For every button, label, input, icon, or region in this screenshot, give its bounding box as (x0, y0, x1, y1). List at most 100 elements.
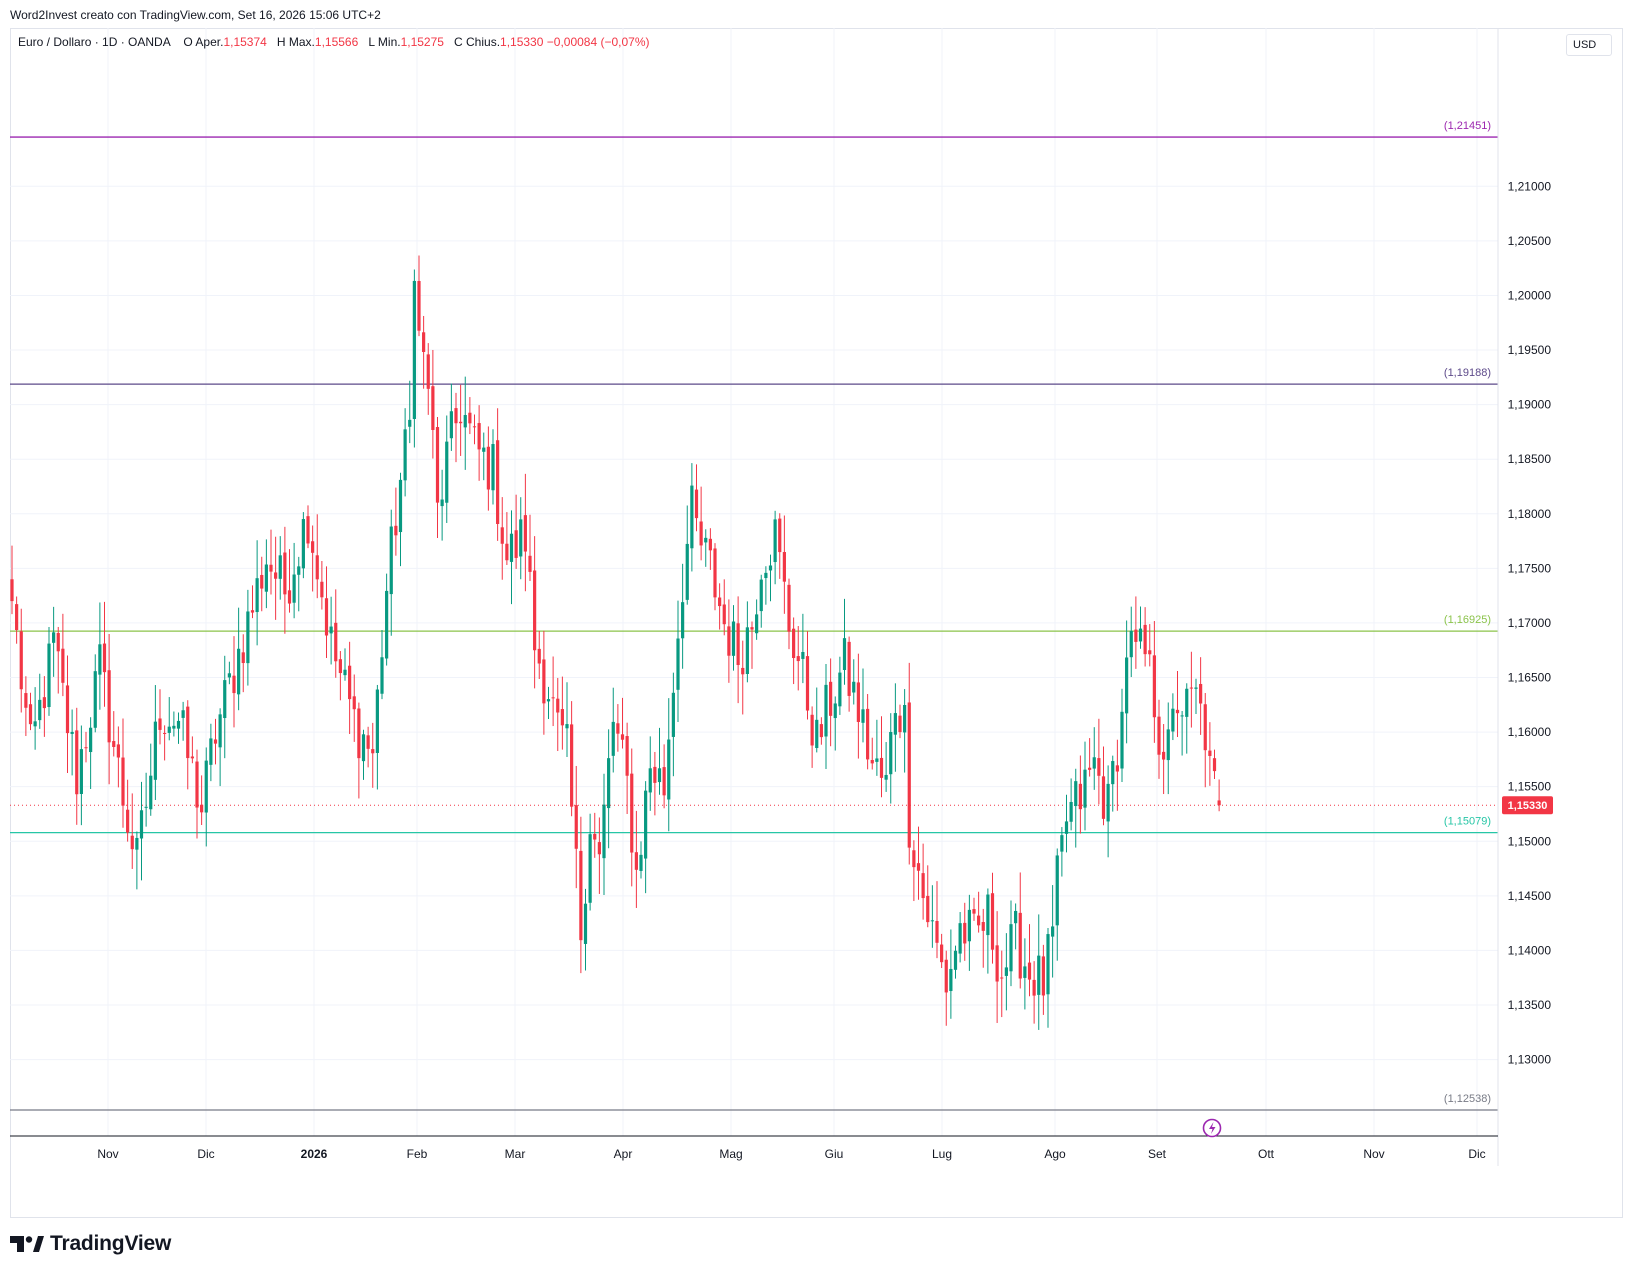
candle-body (731, 621, 736, 656)
candle-down (981, 908, 985, 968)
candle-down (1217, 779, 1221, 812)
candle-down (158, 689, 162, 745)
candle-body (870, 759, 874, 764)
tradingview-logo[interactable]: TradingView (10, 1230, 171, 1258)
candle-body (879, 757, 884, 778)
candle-up (833, 696, 837, 751)
candle-down (283, 526, 287, 634)
candle-up (153, 685, 157, 800)
candle-up (47, 627, 51, 716)
price-tick-label: 1,16500 (1508, 671, 1552, 685)
currency-button[interactable]: USD (1566, 34, 1612, 56)
candle-down (787, 578, 791, 650)
candle-body (102, 643, 107, 673)
candle-body (523, 515, 527, 552)
candle-up (223, 655, 227, 759)
candle-up (1023, 938, 1027, 1010)
candle-body (1083, 769, 1087, 808)
candle-down (505, 512, 509, 565)
candle-body (278, 555, 282, 579)
candle-body (135, 837, 139, 850)
candle-down (972, 897, 976, 921)
candle-up (875, 719, 879, 776)
candle-down (366, 726, 370, 768)
event-marker-icon[interactable] (1202, 1118, 1222, 1138)
candle-body (1199, 683, 1203, 704)
candle-body (1120, 711, 1124, 769)
candle-down (940, 933, 944, 968)
candle-body (667, 739, 671, 800)
candle-down (523, 473, 527, 592)
candle-up (301, 512, 305, 579)
time-tick-label: Mar (505, 1147, 526, 1161)
candle-body (1157, 716, 1161, 755)
candle-body (546, 699, 551, 702)
candle-up (135, 831, 139, 890)
candle-body (648, 768, 652, 793)
price-tick-label: 1,16000 (1508, 725, 1552, 739)
candle-down (42, 676, 46, 737)
candle-down (912, 840, 916, 902)
candle-down (15, 596, 19, 644)
candle-body (944, 959, 948, 993)
candle-down (916, 826, 921, 900)
candle-down (819, 717, 823, 745)
candle-down (126, 779, 130, 842)
candle-up (986, 888, 990, 974)
candle-down (533, 536, 537, 689)
candle-body (10, 579, 14, 602)
candle-body (70, 731, 74, 734)
candle-body (329, 626, 333, 634)
time-tick-label: Dic (197, 1147, 214, 1161)
candle-body (158, 718, 162, 730)
candle-up (361, 729, 366, 780)
candle-body (704, 537, 708, 543)
open-value: 1,15374 (223, 35, 267, 49)
candle-body (708, 538, 712, 551)
candle-down (459, 384, 463, 456)
candle-body (195, 761, 199, 808)
candle-down (454, 392, 458, 463)
candle-body (38, 699, 42, 721)
candle-body (884, 774, 888, 780)
candle-up (1180, 710, 1184, 756)
candle-up (149, 743, 153, 816)
candle-body (324, 598, 329, 636)
candle-body (690, 485, 694, 549)
candle-body (852, 681, 856, 693)
candle-body (930, 920, 934, 922)
candle-up (38, 673, 42, 729)
candle-body (1208, 750, 1212, 756)
candle-body (121, 757, 125, 806)
candle-body (472, 426, 477, 428)
symbol-label[interactable]: Euro / Dollaro · 1D · OANDA (18, 35, 171, 49)
candle-down (634, 810, 638, 908)
candle-body (306, 516, 310, 544)
candle-up (1055, 848, 1059, 961)
candle-body (921, 873, 925, 899)
time-tick-label: Lug (932, 1147, 952, 1161)
candle-body (1097, 758, 1101, 776)
price-tick-label: 1,20500 (1508, 234, 1552, 248)
candle-down (1032, 961, 1036, 1024)
candle-down (422, 315, 426, 389)
candle-body (61, 648, 65, 683)
candle-up (33, 687, 37, 750)
candle-up (958, 912, 962, 963)
candle-up (953, 945, 958, 979)
candle-down (357, 702, 361, 799)
candle-down (102, 601, 107, 707)
candle-body (1046, 934, 1050, 995)
candle-body (52, 632, 56, 643)
time-axis: Nov Dic 2026 Feb Mar Apr Mag Giu Lug Ago Set Ott Nov… (10, 1118, 1498, 1161)
candle-down (56, 626, 60, 694)
candle-down (130, 793, 134, 869)
candle-up (398, 472, 403, 567)
candle-body (139, 810, 144, 839)
candle-body (371, 749, 375, 754)
candle-body (241, 652, 245, 664)
candle-down (570, 701, 574, 817)
candle-down (620, 697, 625, 749)
candle-up (204, 747, 208, 847)
